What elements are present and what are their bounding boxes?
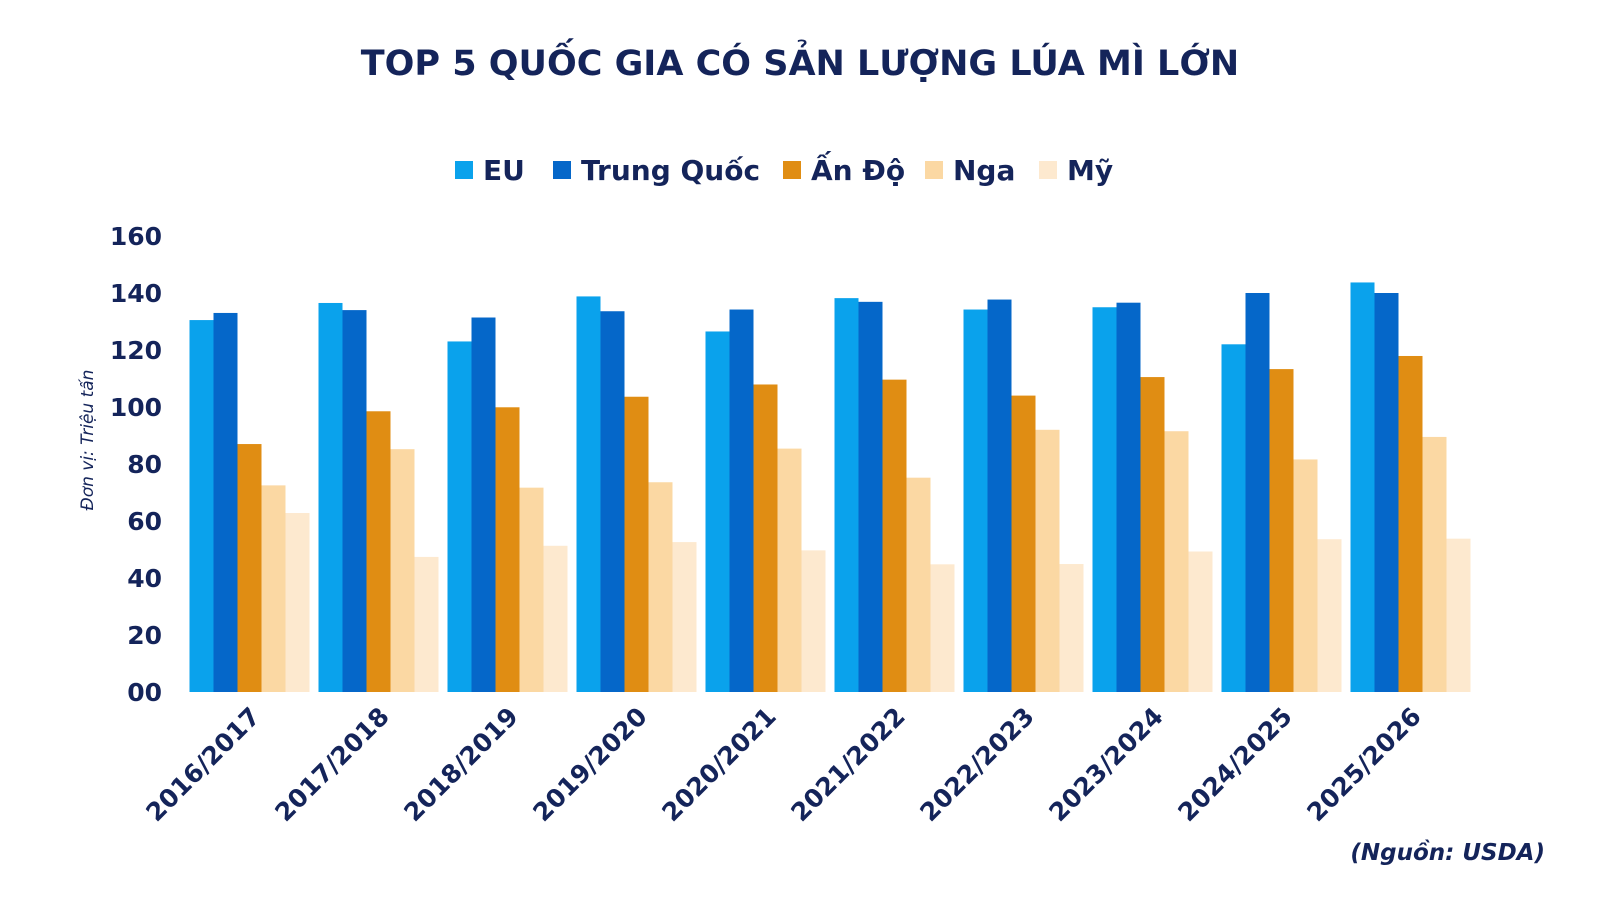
y-tick-label: 40 <box>127 564 162 593</box>
bar-mỹ-2021-2022 <box>930 564 955 692</box>
bar-trung-quốc-2021-2022 <box>858 301 883 692</box>
bar-eu-2025-2026 <box>1350 282 1375 692</box>
bar-trung-quốc-2024-2025 <box>1245 293 1270 692</box>
bars <box>189 282 1471 692</box>
x-tick-label: 2020/2021 <box>656 702 781 827</box>
y-tick-label: 60 <box>127 507 162 536</box>
bar-nga-2019-2020 <box>648 482 673 692</box>
bar-trung-quốc-2019-2020 <box>600 311 625 692</box>
source-note: (Nguồn: USDA) <box>1350 839 1545 866</box>
legend: EU Trung Quốc Ấn Độ Nga Mỹ <box>455 149 1113 187</box>
bar-eu-2017-2018 <box>318 302 343 692</box>
x-tick-label: 2025/2026 <box>1301 702 1426 827</box>
bar-trung-quốc-2017-2018 <box>342 310 367 692</box>
x-tick-label: 2016/2017 <box>140 702 265 827</box>
legend-label: Nga <box>953 154 1015 187</box>
bar-ấn-độ-2020-2021 <box>753 384 778 692</box>
bar-trung-quốc-2023-2024 <box>1116 302 1141 692</box>
x-tick-label: 2017/2018 <box>269 702 394 827</box>
bar-mỹ-2022-2023 <box>1059 564 1084 692</box>
bar-nga-2020-2021 <box>777 448 802 692</box>
bar-mỹ-2023-2024 <box>1188 551 1213 692</box>
x-tick-label: 2023/2024 <box>1043 702 1168 827</box>
bar-mỹ-2025-2026 <box>1446 538 1471 692</box>
bar-trung-quốc-2020-2021 <box>729 309 754 692</box>
bar-mỹ-2019-2020 <box>672 542 697 692</box>
bar-eu-2021-2022 <box>834 298 859 692</box>
bar-nga-2018-2019 <box>519 487 544 692</box>
bar-mỹ-2018-2019 <box>543 545 568 692</box>
bar-eu-2016-2017 <box>189 320 214 692</box>
bar-eu-2018-2019 <box>447 341 472 692</box>
bar-nga-2016-2017 <box>261 485 286 692</box>
chart-title: TOP 5 QUỐC GIA CÓ SẢN LƯỢNG LÚA MÌ LỚN <box>361 37 1239 84</box>
bar-eu-2019-2020 <box>576 296 601 692</box>
legend-label: Mỹ <box>1067 154 1113 187</box>
bar-mỹ-2017-2018 <box>414 556 439 692</box>
y-axis: 00 20 40 60 80 100 120 140 160 <box>110 222 162 707</box>
bar-ấn-độ-2024-2025 <box>1269 369 1294 692</box>
y-tick-label: 100 <box>110 393 162 422</box>
bar-nga-2021-2022 <box>906 477 931 692</box>
bar-nga-2017-2018 <box>390 449 415 692</box>
bar-trung-quốc-2018-2019 <box>471 317 496 692</box>
legend-label: Trung Quốc <box>581 154 760 187</box>
bar-nga-2024-2025 <box>1293 459 1318 692</box>
y-tick-label: 120 <box>110 336 162 365</box>
bar-ấn-độ-2025-2026 <box>1398 355 1423 692</box>
bar-nga-2025-2026 <box>1422 436 1447 692</box>
legend-swatch <box>925 161 943 179</box>
legend-swatch <box>455 161 473 179</box>
bar-nga-2023-2024 <box>1164 431 1189 692</box>
bar-trung-quốc-2025-2026 <box>1374 293 1399 692</box>
y-tick-label: 20 <box>127 621 162 650</box>
bar-ấn-độ-2018-2019 <box>495 407 520 692</box>
bar-trung-quốc-2016-2017 <box>213 312 238 692</box>
x-tick-label: 2021/2022 <box>785 702 910 827</box>
x-tick-label: 2018/2019 <box>398 702 523 827</box>
bar-mỹ-2016-2017 <box>285 513 310 692</box>
legend-swatch <box>1039 161 1057 179</box>
bar-eu-2020-2021 <box>705 331 730 692</box>
x-tick-label: 2022/2023 <box>914 702 1039 827</box>
bar-eu-2022-2023 <box>963 309 988 692</box>
bar-ấn-độ-2016-2017 <box>237 444 262 692</box>
legend-swatch <box>553 161 571 179</box>
x-tick-label: 2024/2025 <box>1172 702 1297 827</box>
bar-trung-quốc-2022-2023 <box>987 299 1012 692</box>
y-tick-label: 00 <box>127 678 162 707</box>
bar-ấn-độ-2021-2022 <box>882 379 907 692</box>
bar-mỹ-2024-2025 <box>1317 539 1342 692</box>
bar-ấn-độ-2019-2020 <box>624 396 649 692</box>
y-tick-label: 80 <box>127 450 162 479</box>
bar-ấn-độ-2022-2023 <box>1011 395 1036 692</box>
y-tick-label: 160 <box>110 222 162 251</box>
bar-eu-2023-2024 <box>1092 307 1117 692</box>
bar-nga-2022-2023 <box>1035 429 1060 692</box>
x-axis: 2016/2017 2017/2018 2018/2019 2019/2020 2020… <box>140 702 1426 827</box>
x-tick-label: 2019/2020 <box>527 702 652 827</box>
legend-label: EU <box>483 154 525 187</box>
y-tick-label: 140 <box>110 279 162 308</box>
bar-ấn-độ-2023-2024 <box>1140 377 1165 692</box>
bar-mỹ-2020-2021 <box>801 550 826 692</box>
legend-swatch <box>783 161 801 179</box>
y-axis-label: Đơn vị: Triệu tấn <box>77 370 98 511</box>
bar-ấn-độ-2017-2018 <box>366 411 391 692</box>
bar-eu-2024-2025 <box>1221 344 1246 692</box>
legend-label: Ấn Độ <box>811 149 905 187</box>
